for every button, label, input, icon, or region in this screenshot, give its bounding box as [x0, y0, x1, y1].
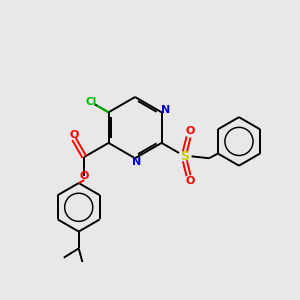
Text: N: N — [161, 105, 170, 116]
Text: S: S — [180, 150, 189, 163]
Text: O: O — [69, 130, 79, 140]
Text: O: O — [80, 171, 89, 181]
Text: O: O — [186, 126, 195, 136]
Text: O: O — [186, 176, 195, 186]
Text: Cl: Cl — [85, 97, 96, 107]
Text: N: N — [132, 157, 142, 167]
